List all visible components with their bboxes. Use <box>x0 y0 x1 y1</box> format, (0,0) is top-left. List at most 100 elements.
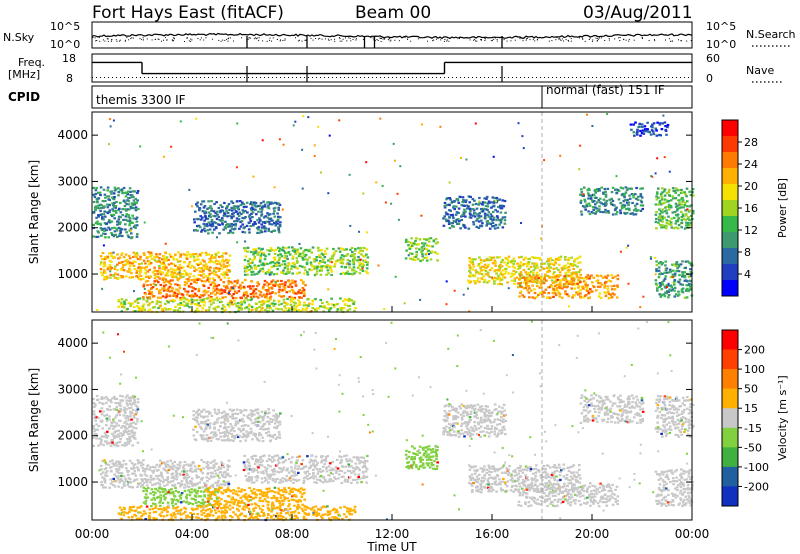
data-cell <box>352 261 356 264</box>
data-cell <box>349 248 352 251</box>
data-cell <box>108 418 111 421</box>
data-cell <box>279 216 282 219</box>
data-cell <box>273 284 277 287</box>
data-cell <box>248 257 252 261</box>
data-cell <box>132 260 136 263</box>
data-cell <box>117 411 120 414</box>
data-cell <box>427 240 431 243</box>
data-cell <box>688 285 692 288</box>
data-cell <box>133 305 136 308</box>
data-cell <box>112 210 115 213</box>
data-cell <box>92 436 95 439</box>
nave-dot <box>228 77 229 78</box>
data-cell <box>115 229 119 232</box>
data-cell <box>142 277 145 280</box>
data-cell <box>359 268 362 271</box>
data-cell <box>164 496 167 499</box>
data-cell <box>228 504 232 507</box>
data-cell <box>135 235 139 238</box>
data-cell <box>205 297 209 300</box>
data-cell <box>92 193 96 196</box>
data-cell <box>664 260 667 263</box>
data-cell <box>611 186 615 189</box>
noise-search-dot <box>115 39 117 41</box>
data-cell <box>104 271 107 274</box>
data-cell <box>122 264 125 267</box>
data-cell <box>251 291 255 294</box>
data-cell <box>216 491 220 494</box>
data-cell <box>207 221 211 224</box>
data-cell <box>218 255 221 258</box>
data-cell <box>119 211 123 214</box>
data-cell <box>267 220 271 223</box>
data-cell <box>673 283 676 286</box>
nave-dot <box>468 77 469 78</box>
data-cell <box>685 214 688 217</box>
data-cell <box>583 198 586 201</box>
data-cell <box>494 261 497 264</box>
data-cell <box>269 302 273 305</box>
data-cell <box>616 274 620 277</box>
data-cell <box>240 303 243 306</box>
data-cell <box>520 255 523 258</box>
data-cell <box>231 496 234 499</box>
data-cell <box>245 205 248 208</box>
data-cell <box>241 216 244 220</box>
data-cell <box>453 199 456 203</box>
data-cell <box>562 265 566 268</box>
nave-dot <box>572 77 573 78</box>
scatter-cell <box>231 301 233 304</box>
data-cell <box>284 254 287 257</box>
data-cell <box>227 484 230 487</box>
data-cell <box>136 398 140 401</box>
data-cell <box>519 282 522 285</box>
freq-left-tick-top: 18 <box>62 52 76 65</box>
data-cell <box>480 277 483 280</box>
data-cell <box>504 270 508 273</box>
scatter-cell <box>109 270 112 273</box>
data-cell <box>196 201 199 204</box>
data-cell <box>576 282 579 286</box>
data-cell <box>492 218 495 221</box>
data-cell <box>677 224 681 227</box>
data-cell <box>172 268 175 271</box>
data-cell <box>554 277 558 280</box>
data-cell <box>214 503 217 506</box>
data-cell <box>304 248 308 251</box>
data-cell <box>303 498 306 501</box>
data-cell <box>486 271 490 274</box>
data-cell <box>282 295 286 298</box>
data-cell <box>421 252 424 256</box>
data-cell <box>323 261 327 264</box>
data-cell <box>540 291 544 294</box>
data-cell <box>681 260 684 263</box>
cpid-mode-2: normal (fast) 151 IF <box>546 83 665 97</box>
data-cell <box>685 221 688 224</box>
data-cell <box>129 221 133 224</box>
data-cell <box>557 258 560 261</box>
data-cell <box>322 304 326 307</box>
data-cell <box>533 262 536 265</box>
data-cell <box>325 265 329 269</box>
data-cell <box>311 265 314 268</box>
data-cell <box>527 278 531 282</box>
data-cell <box>333 265 336 268</box>
data-cell <box>202 276 205 279</box>
data-cell <box>602 203 605 206</box>
nave-dot <box>288 77 289 78</box>
data-cell <box>681 283 684 286</box>
data-cell <box>138 267 142 270</box>
data-cell <box>639 199 643 202</box>
data-cell <box>632 131 636 134</box>
data-cell <box>566 293 569 296</box>
noise-search-dot <box>266 40 268 42</box>
data-cell <box>493 282 496 285</box>
data-cell <box>673 189 676 192</box>
data-cell <box>168 294 172 297</box>
scatter-cell <box>154 284 157 286</box>
data-cell <box>162 289 166 292</box>
data-cell <box>469 216 473 219</box>
data-cell <box>277 208 281 211</box>
data-cell <box>264 230 267 233</box>
